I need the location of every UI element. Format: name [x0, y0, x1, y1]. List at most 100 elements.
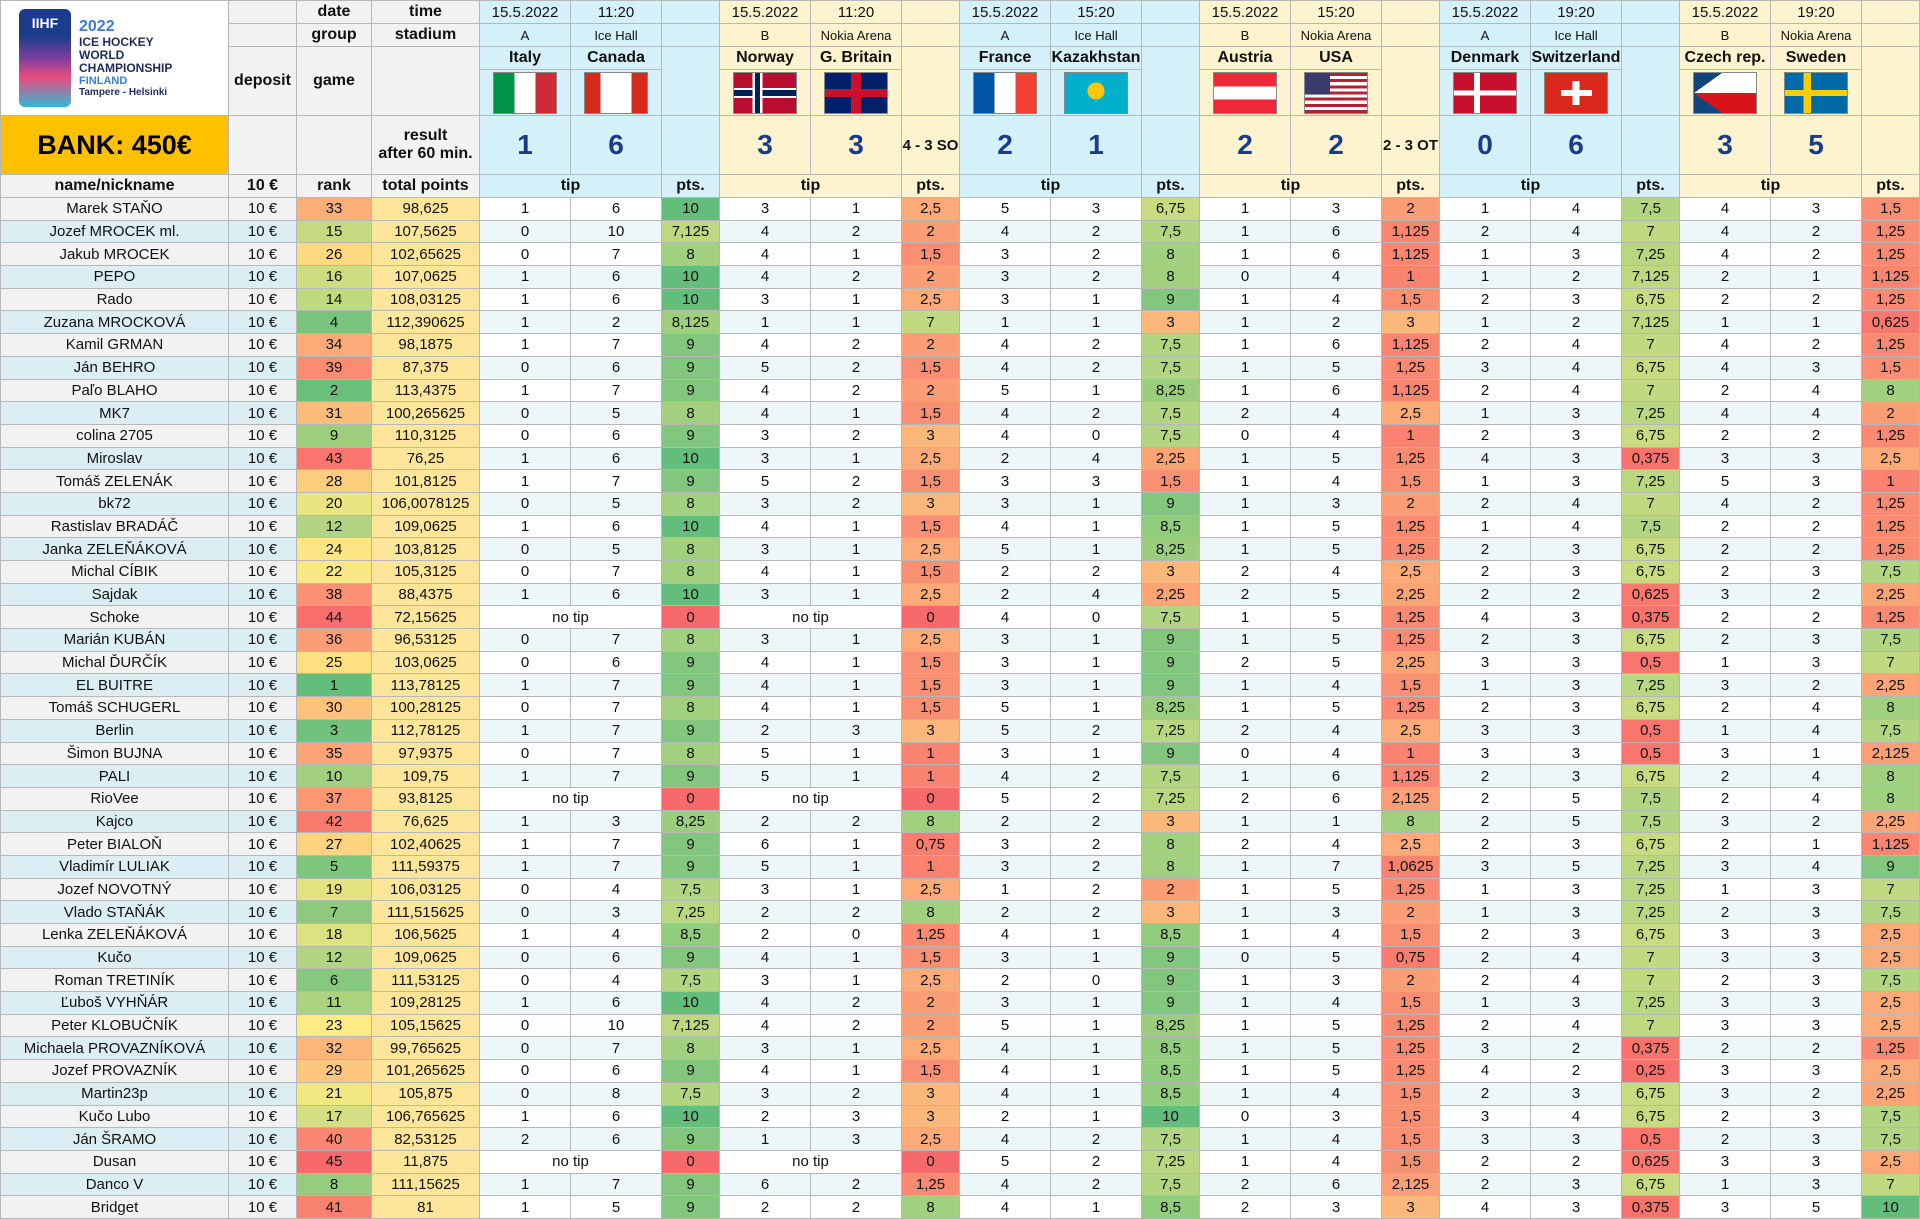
tip-away[interactable]: 1 — [810, 560, 902, 584]
tip-home[interactable]: 4 — [719, 219, 811, 244]
tip-home[interactable]: 2 — [959, 1104, 1051, 1129]
tip-away[interactable]: 5 — [1530, 809, 1622, 834]
tip-away[interactable]: 4 — [1530, 491, 1622, 516]
tip-points[interactable]: 9 — [661, 378, 720, 403]
tip-points[interactable]: 2 — [901, 991, 960, 1015]
tip-away[interactable]: 6 — [570, 582, 662, 607]
tip-points[interactable]: 1,5 — [1381, 1081, 1440, 1106]
tip-home[interactable]: 3 — [719, 197, 811, 221]
tip-home[interactable]: 2 — [1439, 628, 1531, 652]
player-total[interactable]: 106,03125 — [371, 877, 480, 902]
player-total[interactable]: 112,78125 — [371, 718, 480, 743]
tip-points[interactable]: 8 — [661, 741, 720, 766]
tip-home[interactable]: 3 — [1679, 1149, 1771, 1174]
tip-away[interactable]: 6 — [570, 945, 662, 970]
tip-points[interactable]: 9 — [1141, 945, 1200, 970]
player-rank[interactable]: 42 — [296, 809, 372, 834]
tip-away[interactable]: 5 — [1770, 1195, 1862, 1219]
tip-points[interactable]: 10 — [1861, 1195, 1920, 1219]
tip-home[interactable]: 2 — [1679, 900, 1771, 924]
tip-home[interactable]: 3 — [1679, 1059, 1771, 1083]
player-deposit[interactable]: 10 € — [228, 945, 297, 970]
player-name[interactable]: PALI — [0, 764, 229, 788]
tip-points[interactable]: 8,125 — [661, 310, 720, 335]
tip-points[interactable]: 1,25 — [1861, 242, 1920, 267]
tip-home[interactable]: 2 — [1199, 718, 1291, 743]
player-total[interactable]: 93,8125 — [371, 786, 480, 811]
tip-home[interactable]: 5 — [959, 197, 1051, 221]
tip-away[interactable]: 1 — [1050, 741, 1142, 766]
tip-home[interactable]: 4 — [719, 1013, 811, 1038]
tip-home[interactable]: 1 — [1199, 854, 1291, 879]
tip-away[interactable]: 2 — [810, 900, 902, 924]
tip-points[interactable]: 7,5 — [1141, 605, 1200, 630]
tip-home[interactable]: 2 — [1439, 560, 1531, 584]
game-time[interactable]: 11:20 — [810, 0, 902, 24]
tip-points[interactable]: 2,25 — [1861, 1081, 1920, 1106]
tip-home[interactable]: 4 — [959, 219, 1051, 244]
tip-home[interactable]: 1 — [479, 764, 571, 788]
tip-home[interactable]: 4 — [959, 333, 1051, 357]
tip-points[interactable]: 7,25 — [1621, 854, 1680, 879]
tip-home[interactable]: 0 — [479, 900, 571, 924]
tip-home[interactable]: 3 — [1679, 991, 1771, 1015]
player-deposit[interactable]: 10 € — [228, 900, 297, 924]
empty-cell[interactable] — [661, 46, 720, 116]
tip-away[interactable]: 3 — [1530, 900, 1622, 924]
tip-points[interactable]: 0,625 — [1621, 1149, 1680, 1174]
tip-home[interactable]: 4 — [1439, 1195, 1531, 1219]
tip-away[interactable]: 2 — [1770, 423, 1862, 448]
tip-points[interactable]: 1,5 — [901, 696, 960, 720]
tip-away[interactable]: 4 — [1530, 945, 1622, 970]
tip-home[interactable]: 2 — [1439, 1013, 1531, 1038]
player-total[interactable]: 100,265625 — [371, 401, 480, 425]
tip-away[interactable]: 5 — [1290, 945, 1382, 970]
tip-home[interactable]: 3 — [1679, 1013, 1771, 1038]
player-total[interactable]: 72,15625 — [371, 605, 480, 630]
tip-home[interactable]: 3 — [719, 628, 811, 652]
tip-home[interactable]: 2 — [1439, 423, 1531, 448]
tip-home[interactable]: 1 — [1199, 491, 1291, 516]
player-rank[interactable]: 43 — [296, 446, 372, 471]
tip-points[interactable]: 1,5 — [901, 514, 960, 539]
tip-away[interactable]: 3 — [1530, 1172, 1622, 1197]
tip-home[interactable]: 0 — [479, 219, 571, 244]
tip-away[interactable]: 4 — [1770, 401, 1862, 425]
tip-points[interactable]: 1,25 — [901, 923, 960, 947]
tip-away[interactable]: 4 — [1530, 1013, 1622, 1038]
player-deposit[interactable]: 10 € — [228, 537, 297, 561]
tip-away[interactable]: 4 — [1770, 696, 1862, 720]
tip-home[interactable]: 0 — [1199, 945, 1291, 970]
player-rank[interactable]: 40 — [296, 1127, 372, 1151]
game-stadium[interactable]: Nokia Arena — [810, 23, 902, 47]
tip-points[interactable]: 9 — [1141, 491, 1200, 516]
tip-away[interactable]: 4 — [1770, 786, 1862, 811]
tip-away[interactable]: 2 — [1050, 1172, 1142, 1197]
away-score[interactable]: 5 — [1770, 115, 1862, 175]
tip-home[interactable]: 2 — [1439, 491, 1531, 516]
game-stadium[interactable]: Ice Hall — [1530, 23, 1622, 47]
tip-points[interactable]: 8 — [1861, 786, 1920, 811]
player-name[interactable]: Rastislav BRADÁČ — [0, 514, 229, 539]
tip-away[interactable]: 2 — [1770, 514, 1862, 539]
player-name[interactable]: Vlado STAŇÁK — [0, 900, 229, 924]
tip-home[interactable]: 2 — [1679, 560, 1771, 584]
tip-home[interactable]: 6 — [719, 832, 811, 856]
tip-points[interactable]: 8 — [1861, 696, 1920, 720]
tip-away[interactable]: 2 — [1050, 1127, 1142, 1151]
tip-away[interactable]: 4 — [570, 877, 662, 902]
tip-away[interactable]: 2 — [1770, 605, 1862, 630]
rank-column-header[interactable]: rank — [296, 174, 372, 198]
tip-away[interactable]: 2 — [810, 423, 902, 448]
tip-home[interactable]: 0 — [479, 401, 571, 425]
flag-cell[interactable] — [1439, 69, 1531, 116]
player-name[interactable]: Peter BIALOŇ — [0, 832, 229, 856]
player-rank[interactable]: 27 — [296, 832, 372, 856]
tip-home[interactable]: 1 — [1199, 242, 1291, 267]
player-name[interactable]: Jozef NOVOTNÝ — [0, 877, 229, 902]
tip-points[interactable]: 1,5 — [1381, 1149, 1440, 1174]
tip-points[interactable]: 1,5 — [1381, 673, 1440, 698]
tip-points[interactable]: 0 — [661, 1149, 720, 1174]
home-score[interactable]: 0 — [1439, 115, 1531, 175]
tip-points[interactable]: 3 — [901, 491, 960, 516]
